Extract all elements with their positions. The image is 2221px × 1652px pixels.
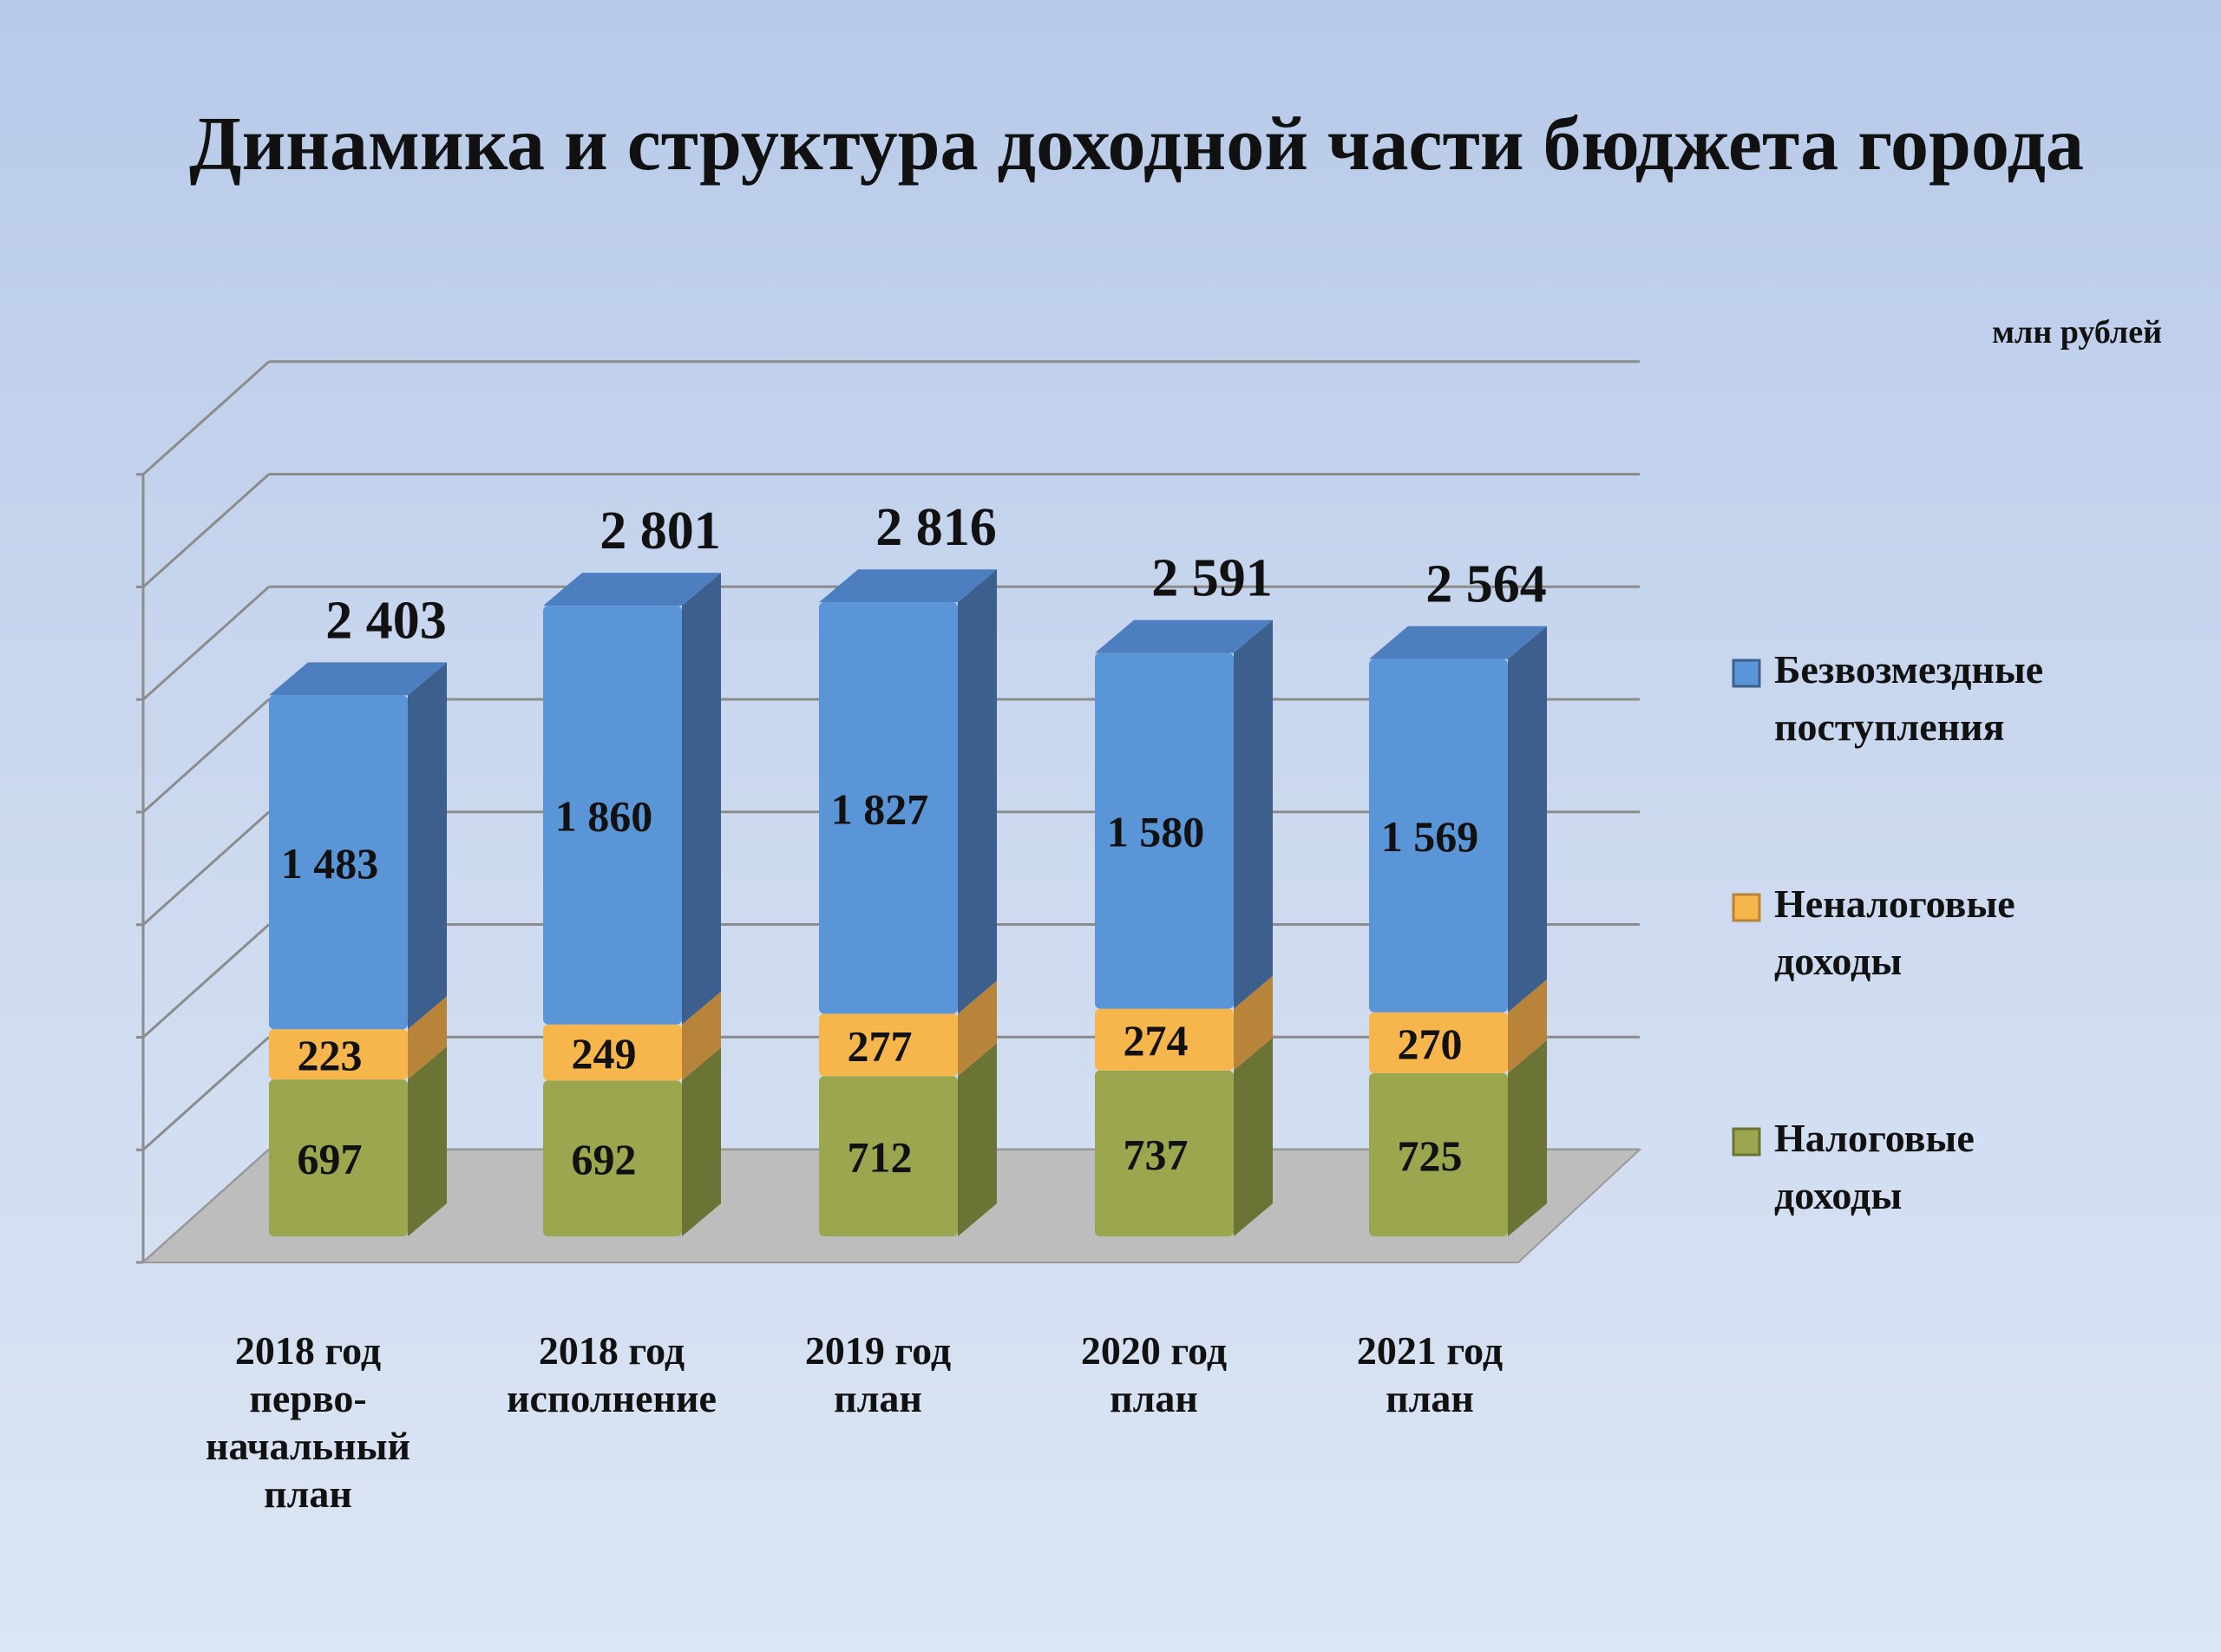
chart-title: Динамика и структура доходной части бюдж… <box>189 102 2084 187</box>
data-label: 692 <box>572 1135 637 1183</box>
bar-segment <box>1369 1012 1508 1073</box>
bar-segment <box>819 602 958 1014</box>
legend-label: Безвозмездные <box>1774 647 2043 692</box>
category-label: начальный <box>206 1424 410 1468</box>
gridline-side <box>141 1036 271 1151</box>
bar-top <box>269 662 447 696</box>
bar-side <box>408 662 447 1030</box>
bar-segment <box>1369 1072 1508 1236</box>
legend-swatch <box>1732 893 1761 922</box>
bar-side <box>958 569 997 1014</box>
category-label: план <box>264 1472 352 1516</box>
bar-segment <box>543 1024 682 1081</box>
data-label: 697 <box>298 1135 363 1183</box>
gridline-side <box>141 923 271 1039</box>
bar-segment <box>269 1029 408 1080</box>
legend-label: поступления <box>1774 705 2005 749</box>
data-label: 1 483 <box>281 839 379 888</box>
bar-segment <box>269 1079 408 1236</box>
bar-top <box>1095 620 1273 653</box>
category-label: план <box>834 1376 922 1420</box>
data-label: 223 <box>298 1031 363 1079</box>
legend-label: доходы <box>1774 1173 1902 1217</box>
bar-side <box>408 996 447 1080</box>
bar-side <box>1508 979 1547 1073</box>
data-label: 1 569 <box>1381 812 1479 861</box>
category-label: план <box>1110 1376 1198 1420</box>
legend-swatch <box>1732 1127 1761 1157</box>
gridline-side <box>141 698 271 814</box>
total-label: 2 816 <box>875 498 997 557</box>
bar-side <box>958 1043 997 1236</box>
bar-side <box>682 1047 721 1236</box>
legend-label: доходы <box>1774 939 1902 983</box>
bar-side <box>958 980 997 1077</box>
bar-segment <box>269 695 408 1030</box>
legend-swatch <box>1732 659 1761 688</box>
bar-side <box>682 573 721 1025</box>
bar-side <box>1234 1037 1273 1236</box>
legend-label: Налоговые <box>1774 1116 1975 1160</box>
bar-segment <box>1095 1008 1234 1071</box>
data-label: 1 860 <box>555 791 653 840</box>
bar-segment <box>1369 659 1508 1013</box>
total-label: 2 403 <box>325 591 447 650</box>
bar-side <box>1508 626 1547 1013</box>
bar-top <box>543 573 721 606</box>
unit-label: млн рублей <box>1992 314 2162 351</box>
category-label: перво- <box>249 1376 366 1420</box>
category-label: 2018 год <box>539 1328 685 1373</box>
bar-top <box>1369 626 1547 659</box>
total-label: 2 801 <box>599 502 721 560</box>
legend: Безвозмездные поступления Неналоговые доход… <box>1732 647 2043 1217</box>
category-label: план <box>1386 1376 1474 1420</box>
category-label: 2020 год <box>1081 1328 1227 1373</box>
category-label: исполнение <box>507 1376 717 1420</box>
data-label: 725 <box>1398 1131 1463 1180</box>
bar-top <box>819 569 997 603</box>
data-label: 1 580 <box>1107 808 1205 856</box>
gridline-side <box>141 586 271 701</box>
bar-segment <box>543 606 682 1025</box>
category-label: 2019 год <box>805 1328 951 1373</box>
bar-side <box>1234 620 1273 1009</box>
bar-segment <box>543 1080 682 1236</box>
gridline-side <box>141 810 271 926</box>
data-label: 712 <box>848 1133 913 1182</box>
bar-segment <box>1095 652 1234 1009</box>
chart-bars <box>269 569 1547 1236</box>
bar-side <box>1508 1039 1547 1236</box>
gridline-side <box>141 473 271 588</box>
data-label: 737 <box>1124 1130 1189 1178</box>
category-label: 2021 год <box>1357 1328 1503 1373</box>
bar-segment <box>1095 1070 1234 1236</box>
data-label: 249 <box>572 1029 637 1078</box>
data-label: 1 827 <box>831 784 929 833</box>
data-label: 270 <box>1398 1019 1463 1068</box>
category-label: 2018 год <box>235 1328 381 1373</box>
total-label: 2 591 <box>1151 549 1273 608</box>
bar-segment <box>819 1013 958 1077</box>
bar-side <box>682 991 721 1081</box>
legend-label: Неналоговые <box>1774 882 2015 926</box>
data-label: 274 <box>1124 1016 1189 1065</box>
data-label: 277 <box>848 1021 913 1070</box>
bar-segment <box>819 1076 958 1236</box>
bar-side <box>1234 975 1273 1071</box>
bar-side <box>408 1046 447 1236</box>
gridline-side <box>141 360 271 475</box>
total-label: 2 564 <box>1425 555 1547 614</box>
